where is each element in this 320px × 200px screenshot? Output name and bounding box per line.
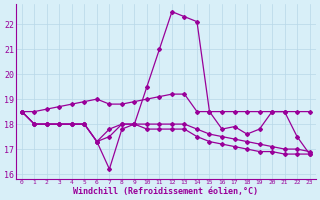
X-axis label: Windchill (Refroidissement éolien,°C): Windchill (Refroidissement éolien,°C) xyxy=(73,187,258,196)
